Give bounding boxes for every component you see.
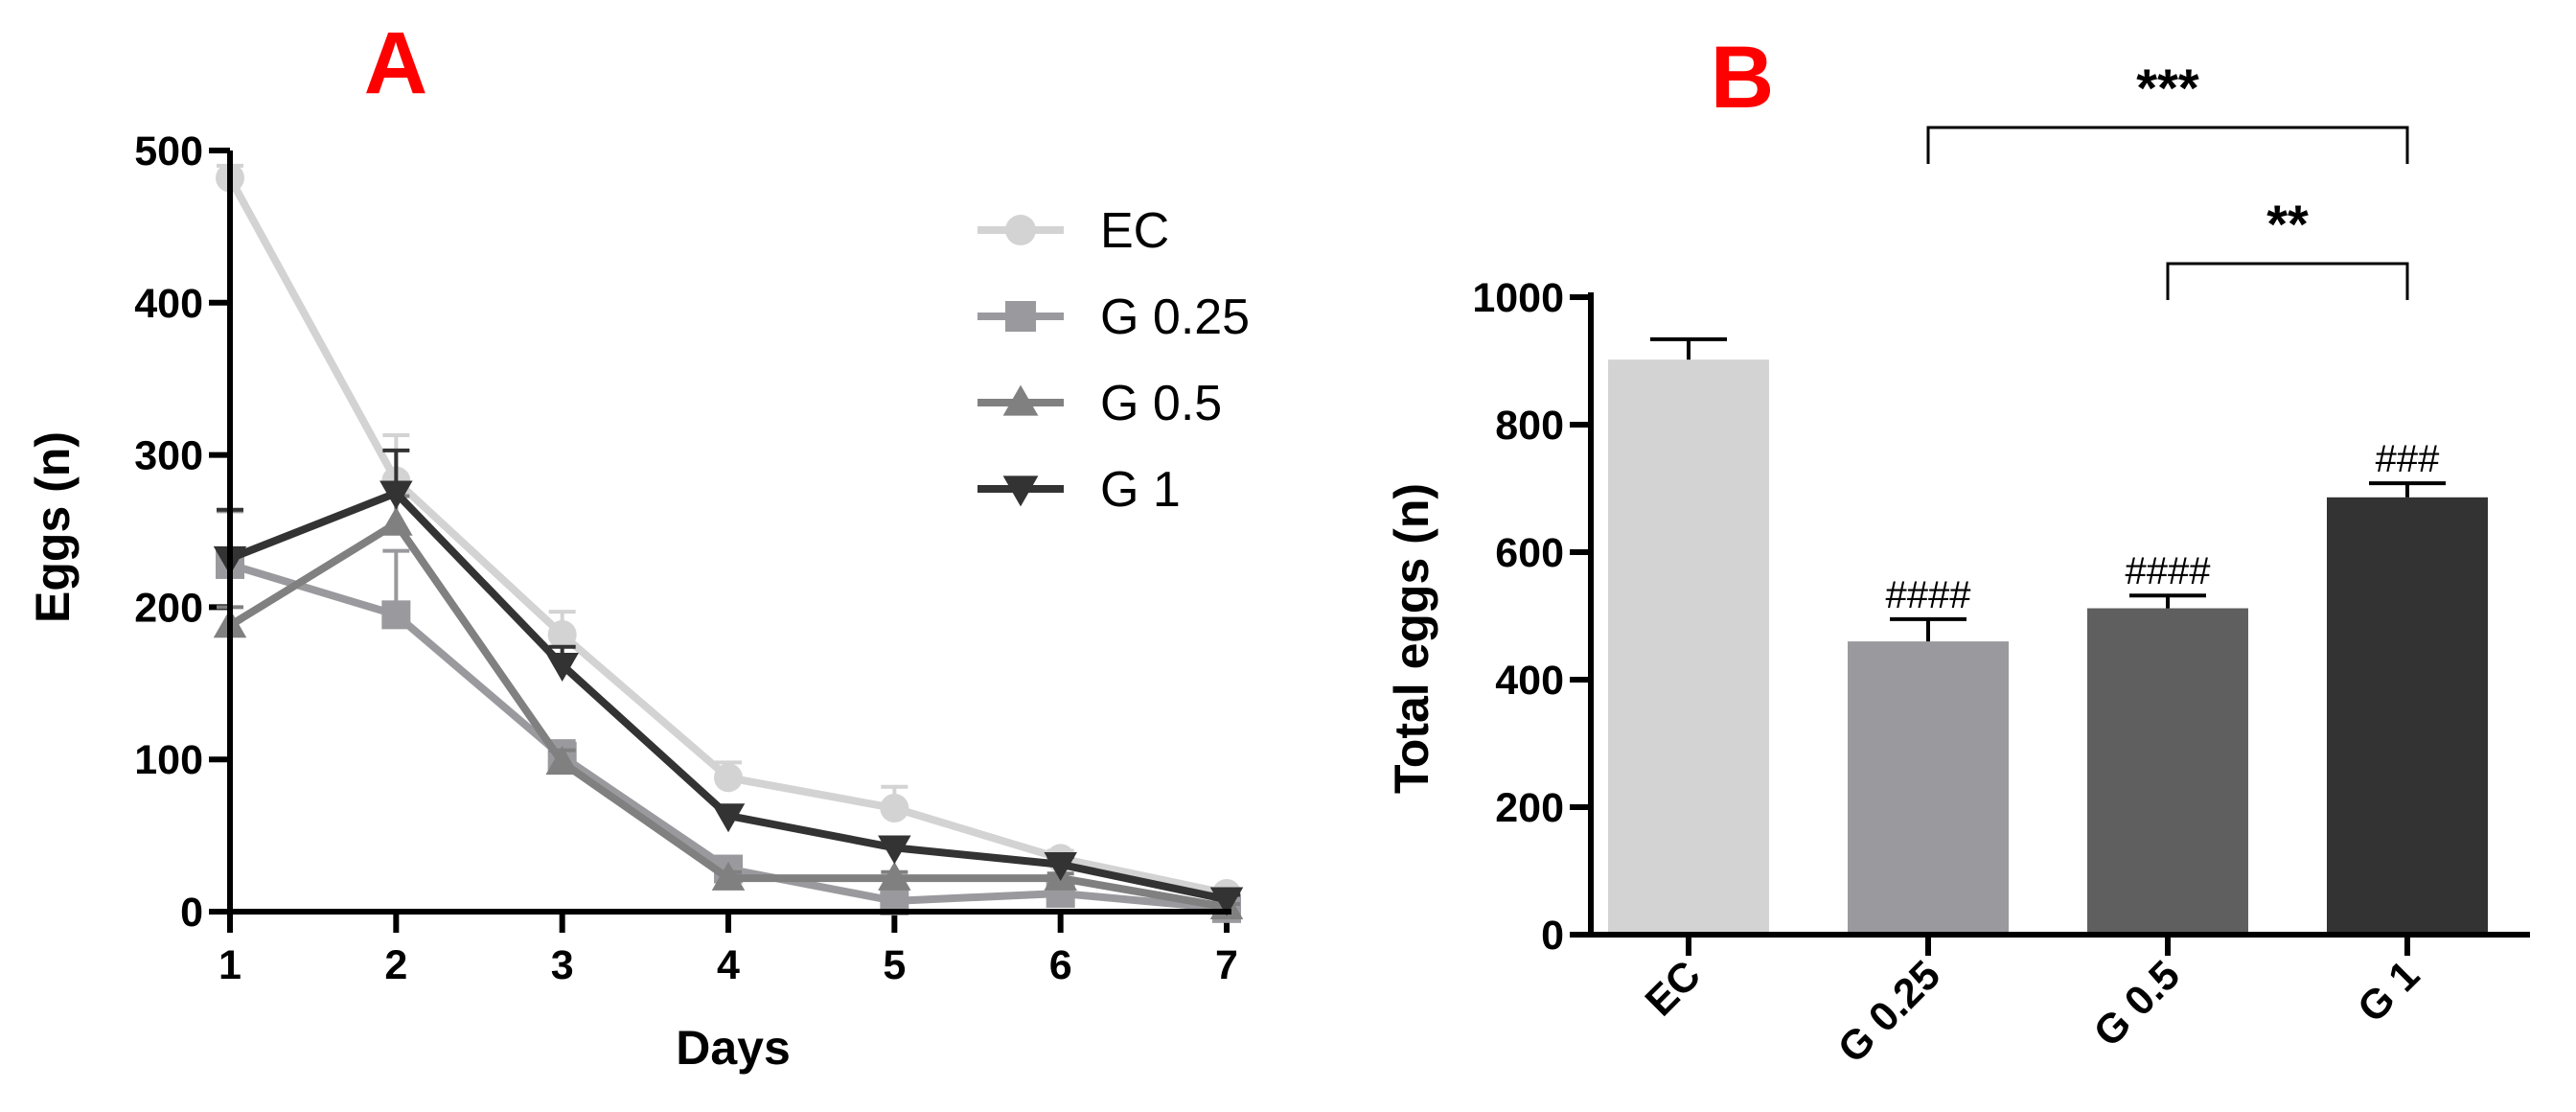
significance-hash-g-0_25: ####: [1886, 574, 1972, 616]
panel-b-y-axis-title: Total eggs (n): [1385, 483, 1438, 794]
data-point-g-0_25: [381, 600, 411, 630]
series-g-1: [213, 448, 1244, 916]
bracket-line: [2166, 262, 2409, 300]
data-point-g-1: [711, 803, 746, 833]
data-point-g-0_5: [545, 746, 579, 776]
legend-item-g-0_5: G 0.5: [978, 376, 1222, 431]
legend-marker: [1002, 384, 1039, 416]
panel-a-x-axis-title: Days: [676, 1021, 791, 1075]
legend-item-g-0_25: G 0.25: [978, 290, 1250, 345]
legend-item-ec: EC: [978, 203, 1169, 259]
panel-a-x-tick-label: 4: [717, 942, 740, 988]
panel-b-y-tick-label: 400: [1495, 658, 1564, 704]
x-tick-label-g-0_5: G 0.5: [2085, 952, 2189, 1055]
panel-a-y-tick-label: 300: [134, 433, 203, 479]
x-tick-label-ec: EC: [1637, 952, 1710, 1025]
legend-label: EC: [1100, 203, 1169, 259]
legend-label: G 0.5: [1100, 376, 1222, 431]
legend-marker: [1005, 215, 1036, 245]
panel-a-x-tick-label: 7: [1215, 942, 1238, 988]
data-point-g-1: [1209, 887, 1244, 916]
data-point-ec: [880, 794, 909, 823]
bar-group-g-1: G 1 ###: [2327, 438, 2488, 1031]
data-point-g-1: [1044, 852, 1077, 882]
panel-b-bar-chart: B Total eggs (n) 0 200 400 600 800 1000 EC G 0…: [1385, 29, 2530, 1072]
panel-a-x-tick-label: 6: [1049, 942, 1072, 988]
data-point-g-1: [380, 480, 413, 510]
data-point-ec: [547, 619, 577, 649]
bar-group-g-0_5: G 0.5 ####: [2085, 550, 2248, 1055]
bar-group-g-0_25: G 0.25 ####: [1829, 574, 2009, 1072]
panel-b-y-tick-label: 800: [1495, 403, 1564, 449]
panel-a-x-tick-label: 2: [384, 942, 407, 988]
legend-label: G 0.25: [1100, 290, 1250, 345]
panel-a-y-axis-title: Eggs (n): [26, 431, 80, 623]
panel-a-y-tick-label: 0: [180, 890, 203, 936]
significance-stars: ***: [2136, 58, 2199, 118]
legend-marker: [1002, 475, 1039, 507]
data-point-g-0_5: [380, 506, 413, 536]
x-tick-label-g-1: G 1: [2349, 952, 2428, 1031]
data-point-g-0_5: [711, 861, 746, 891]
significance-bracket-g-0_25-vs-g-1: ***: [1926, 58, 2409, 164]
bar-g-0_25: [1848, 641, 2009, 935]
panel-a-y-tick-label: 100: [134, 737, 203, 783]
significance-hash-g-0_5: ####: [2126, 550, 2212, 592]
bar-g-0_5: [2087, 608, 2248, 935]
series-line-g-1: [228, 489, 1228, 904]
panel-b-y-tick-label: 1000: [1472, 275, 1564, 321]
bracket-line: [1926, 126, 2409, 164]
legend-label: G 1: [1100, 462, 1181, 518]
panel-a-y-tick-label: 400: [134, 281, 203, 327]
bar-group-ec: EC: [1608, 336, 1769, 1025]
data-point-g-1: [545, 652, 579, 682]
panel-a-y-tick-label: 200: [134, 585, 203, 631]
data-point-g-1: [878, 835, 911, 865]
x-tick-label-g-0_25: G 0.25: [1829, 952, 1949, 1072]
panel-b-y-tick-label: 200: [1495, 785, 1564, 831]
series-line-g-0_5: [227, 520, 1228, 912]
data-point-g-0_5: [878, 861, 911, 891]
significance-bracket-g-0_5-vs-g-1: **: [2166, 194, 2409, 300]
panel-a-x-tick-label: 1: [218, 942, 242, 988]
panel-a-legend: EC G 0.25 G 0.5 G 1: [978, 203, 1250, 518]
panel-a-y-tick-label: 500: [134, 128, 203, 174]
bar-ec: [1608, 359, 1769, 935]
data-point-ec: [714, 763, 743, 793]
panel-b-y-tick-label: 600: [1495, 530, 1564, 576]
significance-hash-g-1: ###: [2376, 438, 2440, 480]
panel-b-label: B: [1711, 29, 1774, 127]
legend-item-g-1: G 1: [978, 462, 1181, 518]
significance-stars: **: [2266, 194, 2309, 254]
legend-marker: [1005, 301, 1036, 332]
panel-b-y-tick-label: 0: [1541, 913, 1564, 959]
bar-g-1: [2327, 497, 2488, 935]
panel-a-x-tick-label: 3: [551, 942, 574, 988]
panel-a-label: A: [364, 14, 427, 112]
panel-a-x-tick-label: 5: [883, 942, 906, 988]
